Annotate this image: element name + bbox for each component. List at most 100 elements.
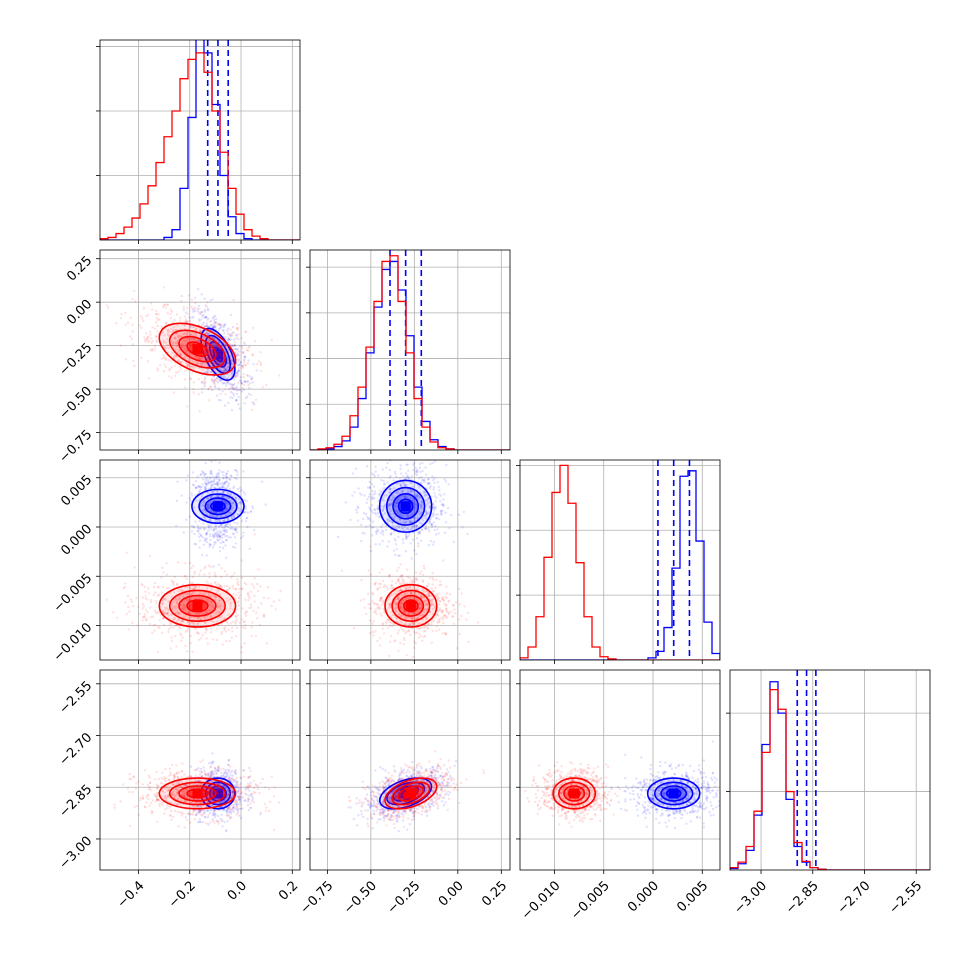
scatter-point — [215, 321, 218, 324]
scatter-point — [153, 629, 156, 632]
scatter-point — [426, 593, 430, 597]
scatter-point — [247, 592, 250, 595]
scatter-point — [207, 456, 209, 458]
scatter-point — [400, 582, 404, 585]
scatter-point — [412, 622, 416, 625]
scatter-point — [353, 491, 356, 494]
scatter-point — [251, 583, 254, 586]
scatter-point — [183, 575, 186, 578]
scatter-point — [397, 566, 400, 569]
scatter-point — [389, 603, 392, 606]
scatter-point — [203, 573, 206, 576]
scatter-point — [209, 319, 213, 322]
scatter-point — [425, 608, 429, 611]
scatter-point — [153, 581, 157, 585]
scatter-point — [212, 479, 215, 483]
scatter-point — [201, 478, 205, 481]
scatter-point — [196, 362, 199, 366]
scatter-point — [226, 589, 229, 592]
scatter-point — [243, 498, 246, 501]
scatter-point — [388, 487, 392, 491]
scatter-point — [370, 526, 374, 529]
scatter-point — [238, 814, 241, 817]
scatter-point — [381, 622, 384, 625]
scatter-point — [215, 620, 219, 623]
scatter-point — [127, 628, 130, 631]
scatter-point — [163, 355, 166, 358]
scatter-point — [407, 514, 410, 517]
scatter-point — [201, 315, 204, 318]
scatter-point — [153, 585, 156, 589]
scatter-point — [227, 622, 230, 625]
scatter-point — [190, 566, 193, 570]
scatter-point — [207, 506, 211, 509]
scatter-point — [186, 629, 189, 632]
scatter-point — [212, 344, 215, 347]
scatter-point — [379, 491, 383, 495]
scatter-point — [174, 608, 177, 611]
scatter-point — [235, 322, 239, 326]
scatter-point — [259, 585, 262, 588]
scatter-point — [198, 820, 202, 824]
scatter-point — [185, 361, 188, 365]
scatter-point — [388, 487, 392, 490]
scatter-point — [169, 317, 173, 320]
scatter-point — [428, 592, 431, 595]
scatter-point — [366, 516, 369, 519]
scatter-point — [203, 515, 206, 519]
scatter-point — [189, 324, 193, 328]
scatter-point — [412, 490, 415, 493]
scatter-point — [211, 327, 215, 331]
scatter-point — [234, 337, 238, 340]
scatter-point — [259, 351, 262, 354]
scatter-point — [379, 596, 382, 599]
scatter-point — [433, 481, 436, 485]
scatter-point — [238, 798, 241, 801]
scatter-point — [431, 513, 435, 516]
scatter-point — [223, 332, 226, 335]
scatter-point — [401, 594, 404, 597]
scatter-point — [171, 328, 175, 332]
scatter-point — [182, 604, 185, 607]
scatter-point — [436, 513, 439, 516]
scatter-point — [195, 486, 198, 490]
scatter-point — [380, 596, 384, 599]
scatter-point — [418, 496, 422, 499]
scatter-point — [186, 320, 189, 323]
scatter-point — [193, 597, 197, 600]
scatter-point — [197, 392, 200, 396]
scatter-point — [366, 486, 370, 489]
scatter-point — [444, 456, 446, 458]
scatter-point — [210, 491, 214, 494]
scatter-point — [181, 607, 184, 610]
scatter-point — [143, 338, 147, 341]
scatter-point — [161, 610, 165, 613]
scatter-point — [184, 630, 188, 633]
scatter-point — [172, 600, 175, 603]
scatter-point — [199, 486, 202, 489]
scatter-point — [126, 321, 130, 324]
scatter-point — [185, 598, 188, 601]
scatter-point — [250, 606, 253, 609]
scatter-point — [278, 374, 281, 377]
scatter-point — [391, 614, 394, 617]
scatter-point — [207, 809, 210, 812]
scatter-point — [365, 612, 368, 616]
scatter-point — [402, 579, 405, 582]
scatter-point — [127, 605, 130, 609]
scatter-point — [190, 305, 193, 309]
scatter-point — [242, 341, 246, 344]
scatter-point — [228, 586, 231, 589]
scatter-point — [226, 573, 229, 576]
scatter-point — [382, 499, 385, 502]
scatter-point — [206, 600, 210, 603]
scatter-point — [206, 809, 209, 812]
panel-frame — [309, 249, 511, 451]
scatter-point — [373, 474, 376, 478]
scatter-point — [373, 496, 376, 500]
scatter-point — [196, 631, 200, 635]
scatter-point — [205, 324, 208, 328]
scatter-point — [218, 584, 222, 587]
scatter-point — [420, 476, 423, 479]
scatter-point — [249, 603, 253, 607]
